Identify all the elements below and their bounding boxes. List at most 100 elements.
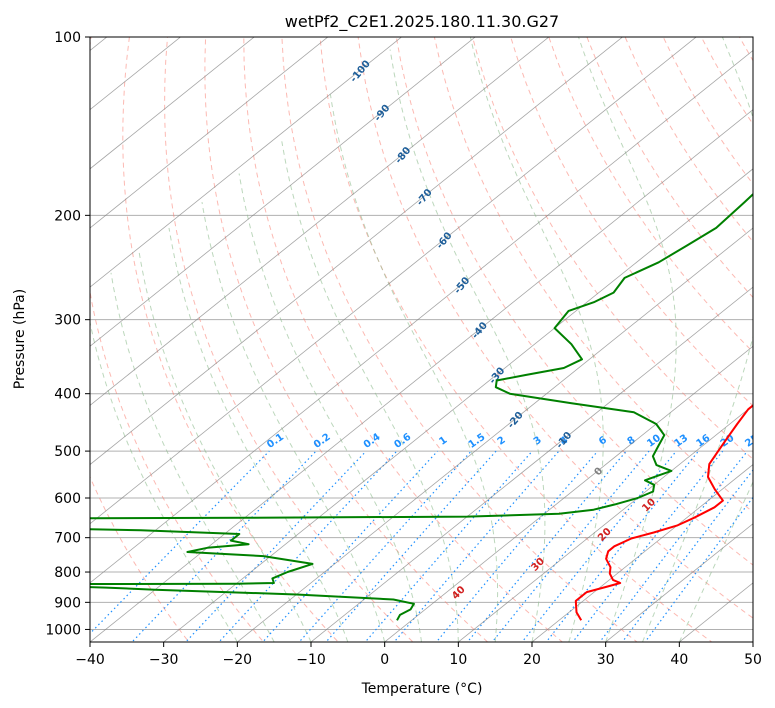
- y-axis: 100 200 300 400 500 600 700 800 900 1000: [45, 30, 90, 638]
- y-tick-label: 1000: [45, 622, 81, 638]
- isotherm-line: [90, 37, 624, 466]
- plot-area: 0.10.20.40.611.52346810131620253036 -100…: [0, 10, 775, 654]
- mixing-ratio-line: [325, 450, 497, 642]
- mixing-ratio-label: 1: [437, 435, 449, 448]
- mixing-ratio-label: 25: [743, 433, 761, 450]
- moist-adiabat-line: [201, 202, 386, 642]
- plot-frame: [89, 36, 754, 643]
- dry-adiabat-label: 10: [640, 497, 658, 515]
- mixing-ratio-label: 1.5: [467, 432, 488, 451]
- mixing-ratio-label: 30: [764, 433, 775, 450]
- chart-title: wetPf2_C2E1.2025.180.11.30.G27: [285, 12, 559, 32]
- dewpoint-profile: [90, 192, 753, 621]
- mixing-ratio-label: 0.6: [392, 432, 413, 451]
- isotherm-line: [90, 37, 329, 229]
- mixing-ratio-label: 2: [496, 435, 508, 448]
- mixing-ratio-line: [393, 450, 560, 642]
- y-tick-label: 100: [54, 30, 81, 46]
- isotherm-line: [678, 582, 753, 642]
- x-tick-label: 30: [597, 652, 615, 668]
- dry-adiabat-line: [662, 37, 753, 185]
- x-tick-label: −30: [149, 652, 179, 668]
- mixing-ratio-line: [521, 450, 677, 642]
- isotherm-line: [457, 404, 753, 642]
- moist-adiabat-line: [90, 320, 238, 642]
- dry-adiabat-line: [90, 475, 190, 642]
- isotherm-line: [0, 10, 67, 654]
- y-tick-label: 800: [54, 565, 81, 581]
- mixing-ratio-line: [131, 450, 317, 642]
- moist-adiabats: [90, 37, 753, 642]
- moist-adiabat-line: [577, 37, 677, 642]
- mixing-ratio-line: [644, 496, 753, 642]
- dry-adiabat-line: [164, 37, 414, 642]
- x-tick-label: −10: [296, 652, 326, 668]
- moist-adiabat-line: [678, 480, 753, 642]
- isotherm-line: [163, 168, 753, 642]
- moist-adiabat-line: [329, 94, 499, 642]
- y-axis-title: Pressure (hPa): [12, 289, 28, 389]
- mixing-ratio-label: 0.1: [265, 432, 286, 451]
- dry-adiabat-line: [762, 10, 775, 654]
- moist-adiabat-line: [138, 251, 312, 642]
- mixing-ratio-line: [218, 450, 398, 642]
- dry-adiabat-line: [548, 37, 753, 353]
- mixing-ratio-line: [545, 450, 699, 642]
- sounding-series: [90, 192, 753, 621]
- y-tick-label: 300: [54, 313, 81, 329]
- dry-adiabat-line: [281, 37, 638, 642]
- isotherm-line: [90, 37, 697, 525]
- mixing-ratio-label: 16: [695, 433, 713, 450]
- y-tick-label: 900: [54, 595, 81, 611]
- moist-adiabat-line: [469, 37, 604, 642]
- moist-adiabat-line: [281, 141, 459, 642]
- moist-adiabat-line: [642, 37, 753, 642]
- dry-adiabat-line: [204, 37, 489, 642]
- dry-adiabat-line: [319, 37, 713, 642]
- mixing-ratio-label: 8: [626, 435, 638, 448]
- mixing-ratio-line: [364, 450, 533, 642]
- mixing-ratio-line: [90, 450, 270, 635]
- mixing-ratio-line: [466, 450, 627, 642]
- mixing-ratio-label: 0.2: [312, 432, 333, 451]
- y-tick-label: 200: [54, 208, 81, 224]
- x-tick-label: 20: [523, 652, 541, 668]
- x-axis-title: Temperature (°C): [361, 681, 483, 697]
- dry-adiabat-line: [122, 37, 339, 642]
- mixing-ratio-line: [298, 450, 472, 642]
- isotherm-line: [90, 37, 403, 288]
- dry-adiabat-line: [395, 37, 753, 566]
- moist-adiabat-line: [110, 272, 275, 642]
- mixing-ratio-label: 3: [532, 435, 544, 448]
- x-tick-label: −40: [75, 652, 105, 668]
- isotherm-line: [90, 109, 753, 642]
- isotherms: [0, 10, 753, 654]
- y-tick-label: 600: [54, 491, 81, 507]
- isotherm-line: [605, 523, 753, 642]
- mixing-ratio-line: [435, 450, 599, 642]
- moist-adiabat-line: [168, 227, 349, 642]
- y-tick-label: 700: [54, 531, 81, 547]
- moist-adiabat-line: [389, 49, 546, 642]
- x-tick-label: −20: [223, 652, 253, 668]
- mixing-ratio-lines: 0.10.20.40.611.52346810131620253036: [90, 432, 775, 642]
- mixing-ratio-label: 0.4: [362, 432, 383, 451]
- isotherm-line: [384, 345, 753, 642]
- isotherm-line: [310, 286, 753, 642]
- x-tick-label: 10: [449, 652, 467, 668]
- dry-adiabat-line: [700, 37, 753, 126]
- dry-adiabat-line: [357, 37, 753, 619]
- horizontal-gridlines: [90, 37, 753, 630]
- mixing-ratio-line: [491, 450, 650, 642]
- y-tick-label: 500: [54, 444, 81, 460]
- isotherm-line: [531, 464, 753, 642]
- x-axis: −40 −30 −20 −10 0 10 20 30 40 50: [75, 642, 762, 668]
- dry-adiabat-line: [243, 37, 564, 642]
- x-tick-label: 0: [380, 652, 389, 668]
- dry-adiabat-line: [471, 37, 753, 460]
- dry-adiabats: [90, 10, 775, 654]
- isotherm-label: 0: [592, 466, 605, 478]
- mixing-ratio-label: 6: [597, 435, 609, 448]
